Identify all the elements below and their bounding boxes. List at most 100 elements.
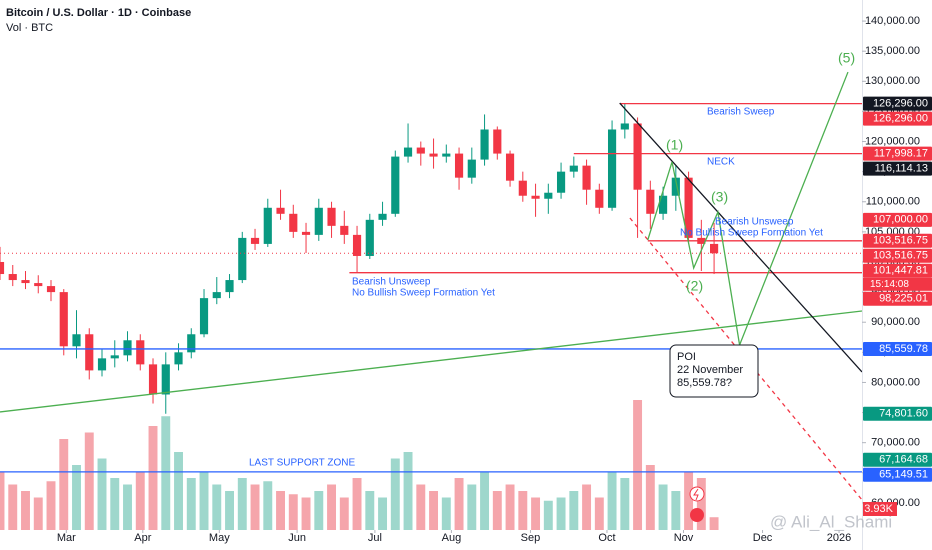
candle-body [429, 153, 438, 157]
volume-bar [339, 497, 349, 530]
poi-box [669, 344, 759, 398]
volume-bar [352, 478, 362, 530]
price-label: 67,164.68 [879, 454, 928, 466]
price-label-bg [863, 146, 932, 161]
volume-caption: Vol · BTC [6, 22, 53, 34]
candle-body [199, 298, 209, 335]
volume-bar [46, 481, 56, 530]
volume-bar [480, 471, 490, 530]
wave-label: (5) [838, 50, 855, 66]
price-label: 126,296.00 [873, 98, 928, 110]
volume-bar [186, 478, 196, 530]
volume-bar [607, 471, 617, 530]
candle-body [174, 352, 183, 365]
candle-body [505, 153, 515, 181]
volume-bar [301, 497, 311, 530]
x-tick-label: Jul [368, 532, 382, 544]
candle-body [454, 153, 464, 178]
candle-body [148, 364, 158, 395]
volume-bar [416, 484, 426, 530]
candle-body [340, 225, 349, 235]
event-icon[interactable] [689, 486, 705, 502]
x-tick-label: Sep [521, 532, 541, 544]
candle-body [327, 207, 336, 226]
volume-bar [225, 491, 234, 530]
wave-label: (2) [686, 278, 703, 294]
volume-bar [709, 517, 719, 530]
chart-title: Bitcoin / U.S. Dollar · 1D · Coinbase [6, 7, 191, 19]
candle-body [72, 334, 81, 347]
price-label-bg [863, 452, 932, 467]
candle-body [416, 147, 425, 154]
price-label: 103,516.75 [873, 235, 928, 247]
price-label: 74,801.60 [879, 408, 928, 420]
volume-bar [97, 458, 107, 530]
candle-body [21, 280, 30, 284]
candle-body [710, 243, 719, 254]
price-label-bg [863, 341, 932, 356]
wave-label: (1) [666, 137, 683, 153]
event-icon-glyph [693, 488, 699, 501]
volume-bar [556, 497, 566, 530]
candle-body [34, 283, 43, 287]
price-label: 98,225.01 [879, 293, 928, 305]
candle-body [403, 147, 413, 157]
x-tick-label: Aug [442, 532, 462, 544]
volume-bar [531, 497, 541, 530]
volume-bar [199, 471, 209, 530]
candle-body [110, 355, 119, 359]
y-tick-label: 140,000.00 [865, 15, 920, 27]
candle-body [646, 189, 655, 214]
volume-bar [84, 432, 94, 530]
candle-body [97, 358, 107, 371]
volume-bar [684, 471, 694, 530]
price-label-bg [863, 248, 932, 263]
price-label-bg [863, 161, 932, 176]
candle-body [442, 153, 451, 157]
y-tick-label: 70,000.00 [871, 437, 920, 449]
y-tick-label: 90,000.00 [871, 316, 920, 328]
price-label: 65,149.51 [879, 469, 928, 481]
x-tick-label: 2026 [827, 532, 851, 544]
annotation: Bearish Sweep [707, 107, 775, 118]
volume-bar [250, 484, 260, 530]
volume-bar [390, 458, 400, 530]
candle-body [276, 207, 285, 214]
volume-bar [582, 484, 592, 530]
volume-bar [492, 491, 502, 530]
volume-bar [8, 484, 18, 530]
volume-bar [110, 478, 120, 530]
price-label-bg [863, 96, 932, 111]
x-tick-label: Apr [134, 532, 151, 544]
candle-body [684, 177, 693, 238]
price-label: 117,998.17 [874, 147, 928, 159]
y-tick-label: 110,000.00 [866, 196, 920, 208]
countdown: 15:14:08 [870, 279, 909, 290]
volume-bar [594, 497, 604, 530]
volume-bar [365, 491, 375, 530]
volume-bar [518, 491, 528, 530]
volume-bar [327, 484, 337, 530]
candle-body [658, 195, 668, 214]
candle-body [365, 219, 374, 256]
x-tick-label: Nov [674, 532, 694, 544]
price-label: 116,114.13 [875, 162, 928, 174]
candle-body [289, 213, 298, 232]
candle-body [633, 123, 642, 190]
candle-body [556, 171, 566, 193]
volume-bar [59, 439, 69, 530]
watermark: @ Ali_Al_Shami [770, 512, 892, 531]
candle-body [620, 123, 629, 130]
volume-bar [33, 497, 43, 530]
volume-bar [620, 478, 630, 530]
volume-bar [633, 400, 643, 530]
flag-icon[interactable] [690, 508, 704, 522]
candle-body [582, 165, 591, 190]
wave-label: (3) [711, 189, 728, 205]
volume-bar [543, 500, 553, 530]
countdown-bg [863, 277, 932, 291]
candle-body [136, 340, 145, 365]
candle-body [8, 274, 17, 281]
y-tick-label: 80,000.00 [871, 376, 920, 388]
